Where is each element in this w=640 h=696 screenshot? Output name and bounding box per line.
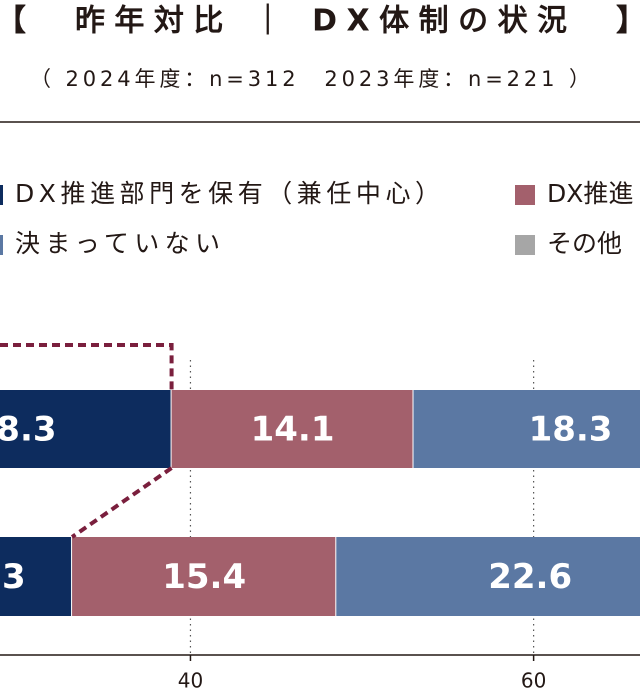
legend-label: DX推進: [547, 179, 633, 208]
bar-segment: [336, 537, 640, 616]
bar-segment: [0, 390, 172, 468]
value-label: 15.4: [162, 557, 246, 597]
value-label: 18.3: [529, 410, 613, 450]
legend-label: その他: [547, 229, 622, 258]
bar-segment: [72, 537, 337, 616]
bar-segment: [413, 390, 640, 468]
highlight-connector: [0, 343, 174, 539]
value-label: 22.6: [488, 557, 572, 597]
legend-swatch: [0, 235, 3, 255]
legend-swatch: [0, 185, 3, 205]
chart-title: 【 昨年対比 ｜ DX体制の状況 】: [0, 4, 640, 39]
value-label: 18.3: [0, 410, 57, 450]
legend-swatch: [515, 185, 535, 205]
bar-segment: [0, 537, 73, 616]
x-tick-label: 40: [178, 669, 203, 693]
legend-label: DX推進部門を保有（兼任中心）: [15, 179, 440, 208]
x-tick-label: 60: [521, 669, 546, 693]
value-label: 10.3: [0, 557, 26, 597]
legend-swatch: [515, 235, 535, 255]
bar-segment: [171, 390, 414, 468]
value-label: 14.1: [251, 410, 335, 450]
legend-label: 決まっていない: [15, 229, 220, 258]
chart-subtitle: （ 2024年度：n=312 2023年度：n=221 ）: [30, 67, 590, 91]
